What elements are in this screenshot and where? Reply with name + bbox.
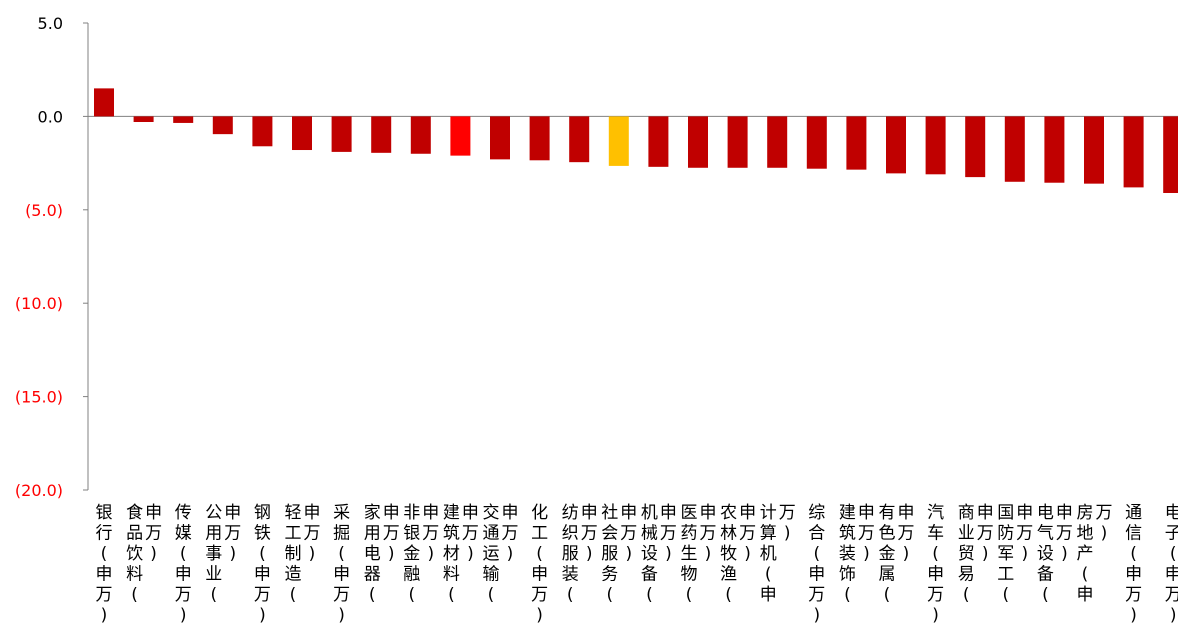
y-tick-label: 5.0 bbox=[38, 14, 63, 33]
bar bbox=[688, 116, 708, 168]
y-axis: 5.0 0.0 (5.0) (10.0) (15.0) (20.0) bbox=[15, 14, 1178, 500]
y-tick-label: (15.0) bbox=[15, 388, 63, 407]
bar bbox=[1044, 116, 1065, 183]
bar bbox=[331, 116, 352, 152]
category-label: 非银金融(申万) bbox=[403, 503, 439, 605]
category-label: 纺织服装(申万) bbox=[562, 503, 598, 605]
category-label: 交通运输(申万) bbox=[483, 503, 519, 605]
bar bbox=[529, 116, 550, 161]
category-label: 电气设备(申万) bbox=[1037, 503, 1073, 605]
bar bbox=[490, 116, 510, 160]
category-label: 综合(申万) bbox=[808, 503, 825, 626]
category-label: 房地产(申万) bbox=[1077, 503, 1113, 605]
bar bbox=[1084, 116, 1104, 184]
bar bbox=[252, 116, 273, 147]
category-label: 商业贸易(申万) bbox=[958, 503, 994, 605]
category-label: 国防军工(申万) bbox=[997, 503, 1033, 605]
bars bbox=[94, 88, 1178, 193]
bar bbox=[94, 88, 114, 117]
category-label: 电子(申万) bbox=[1165, 503, 1178, 626]
bar bbox=[173, 116, 194, 123]
category-label: 钢铁(申万) bbox=[254, 503, 271, 626]
category-label: 机械设备(申万) bbox=[641, 503, 677, 605]
category-label: 公用事业(申万) bbox=[205, 503, 241, 605]
category-label: 传媒(申万) bbox=[175, 503, 192, 626]
bar bbox=[292, 116, 312, 151]
y-tick-label: (5.0) bbox=[25, 201, 63, 220]
y-tick-label: (10.0) bbox=[15, 294, 63, 313]
bar bbox=[569, 116, 590, 163]
bar bbox=[648, 116, 669, 167]
category-label: 采掘(申万) bbox=[333, 503, 350, 626]
y-tick-label: 0.0 bbox=[38, 107, 63, 126]
bar bbox=[965, 116, 986, 178]
category-label: 有色金属(申万) bbox=[879, 503, 915, 605]
bar bbox=[410, 116, 431, 154]
category-label: 农林牧渔(申万) bbox=[720, 503, 756, 605]
x-axis-labels: 银行(申万) 食品饮料(申万) 传媒(申万) 公用事业(申万) 钢铁(申万) 轻工制造(申… bbox=[96, 503, 1178, 626]
category-label: 轻工制造(申万) bbox=[285, 503, 321, 605]
bar bbox=[846, 116, 867, 170]
category-label: 化工(申万) bbox=[531, 503, 548, 626]
category-label: 计算机(申万) bbox=[760, 503, 796, 605]
bar bbox=[925, 116, 946, 175]
category-label: 建筑材料(申万) bbox=[443, 503, 479, 605]
bar bbox=[806, 116, 827, 169]
bar bbox=[212, 116, 233, 135]
category-label: 医药生物(申万) bbox=[681, 503, 717, 605]
y-tick-label: (20.0) bbox=[15, 481, 63, 500]
bar bbox=[1004, 116, 1025, 182]
category-label: 银行(申万) bbox=[96, 503, 113, 626]
bar bbox=[371, 116, 392, 153]
category-label: 食品饮料(申万) bbox=[126, 503, 162, 605]
bar bbox=[1123, 116, 1144, 188]
bar bbox=[767, 116, 788, 168]
category-label: 家用电器(申万) bbox=[364, 503, 400, 605]
bar bbox=[727, 116, 748, 168]
category-label: 社会服务(申万) bbox=[601, 503, 637, 605]
bar bbox=[1163, 116, 1178, 193]
bar bbox=[133, 116, 154, 123]
category-label: 建筑装饰(申万) bbox=[839, 503, 875, 605]
bar bbox=[608, 116, 629, 166]
bar bbox=[450, 116, 471, 156]
category-label: 通信(申万) bbox=[1125, 503, 1142, 626]
bar bbox=[886, 116, 906, 174]
category-label: 汽车(申万) bbox=[927, 503, 944, 626]
